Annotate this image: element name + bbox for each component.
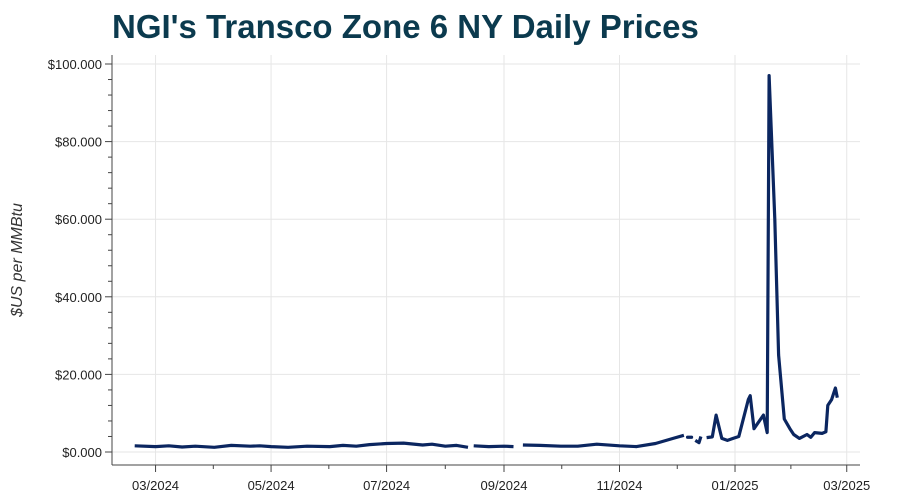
y-tick-label: $60.000 — [55, 212, 102, 227]
x-tick-label: 03/2024 — [132, 478, 179, 493]
y-tick-labels: $0.000 $20.000 $40.000 $60.000 $80.000 $100.0… — [48, 57, 102, 460]
y-tick-label: $0.000 — [62, 445, 102, 460]
series-line-segment — [473, 444, 514, 449]
chart-title: NGI's Transco Zone 6 NY Daily Prices — [112, 8, 699, 45]
y-tick-label: $80.000 — [55, 135, 102, 150]
y-tick-label: $20.000 — [55, 367, 102, 382]
x-tick-labels: 03/2024 05/2024 07/2024 09/2024 11/2024 01/20… — [132, 478, 870, 493]
gridlines — [112, 55, 860, 465]
x-tick-label: 07/2024 — [363, 478, 410, 493]
series-lines — [134, 73, 839, 449]
series-line-segment — [522, 433, 685, 449]
x-tick-label: 03/2025 — [823, 478, 870, 493]
x-tick-label: 05/2024 — [248, 478, 295, 493]
y-axis-label: $US per MMBtu — [9, 203, 26, 318]
y-tick-label: $100.000 — [48, 57, 102, 72]
axes — [105, 55, 860, 472]
series-line-segment — [706, 73, 839, 442]
x-tick-label: 09/2024 — [480, 478, 527, 493]
x-tick-label: 01/2025 — [712, 478, 759, 493]
y-tick-label: $40.000 — [55, 290, 102, 305]
series-line-segment — [134, 441, 469, 449]
series-line-segment — [694, 436, 703, 445]
x-tick-label: 11/2024 — [596, 478, 642, 493]
